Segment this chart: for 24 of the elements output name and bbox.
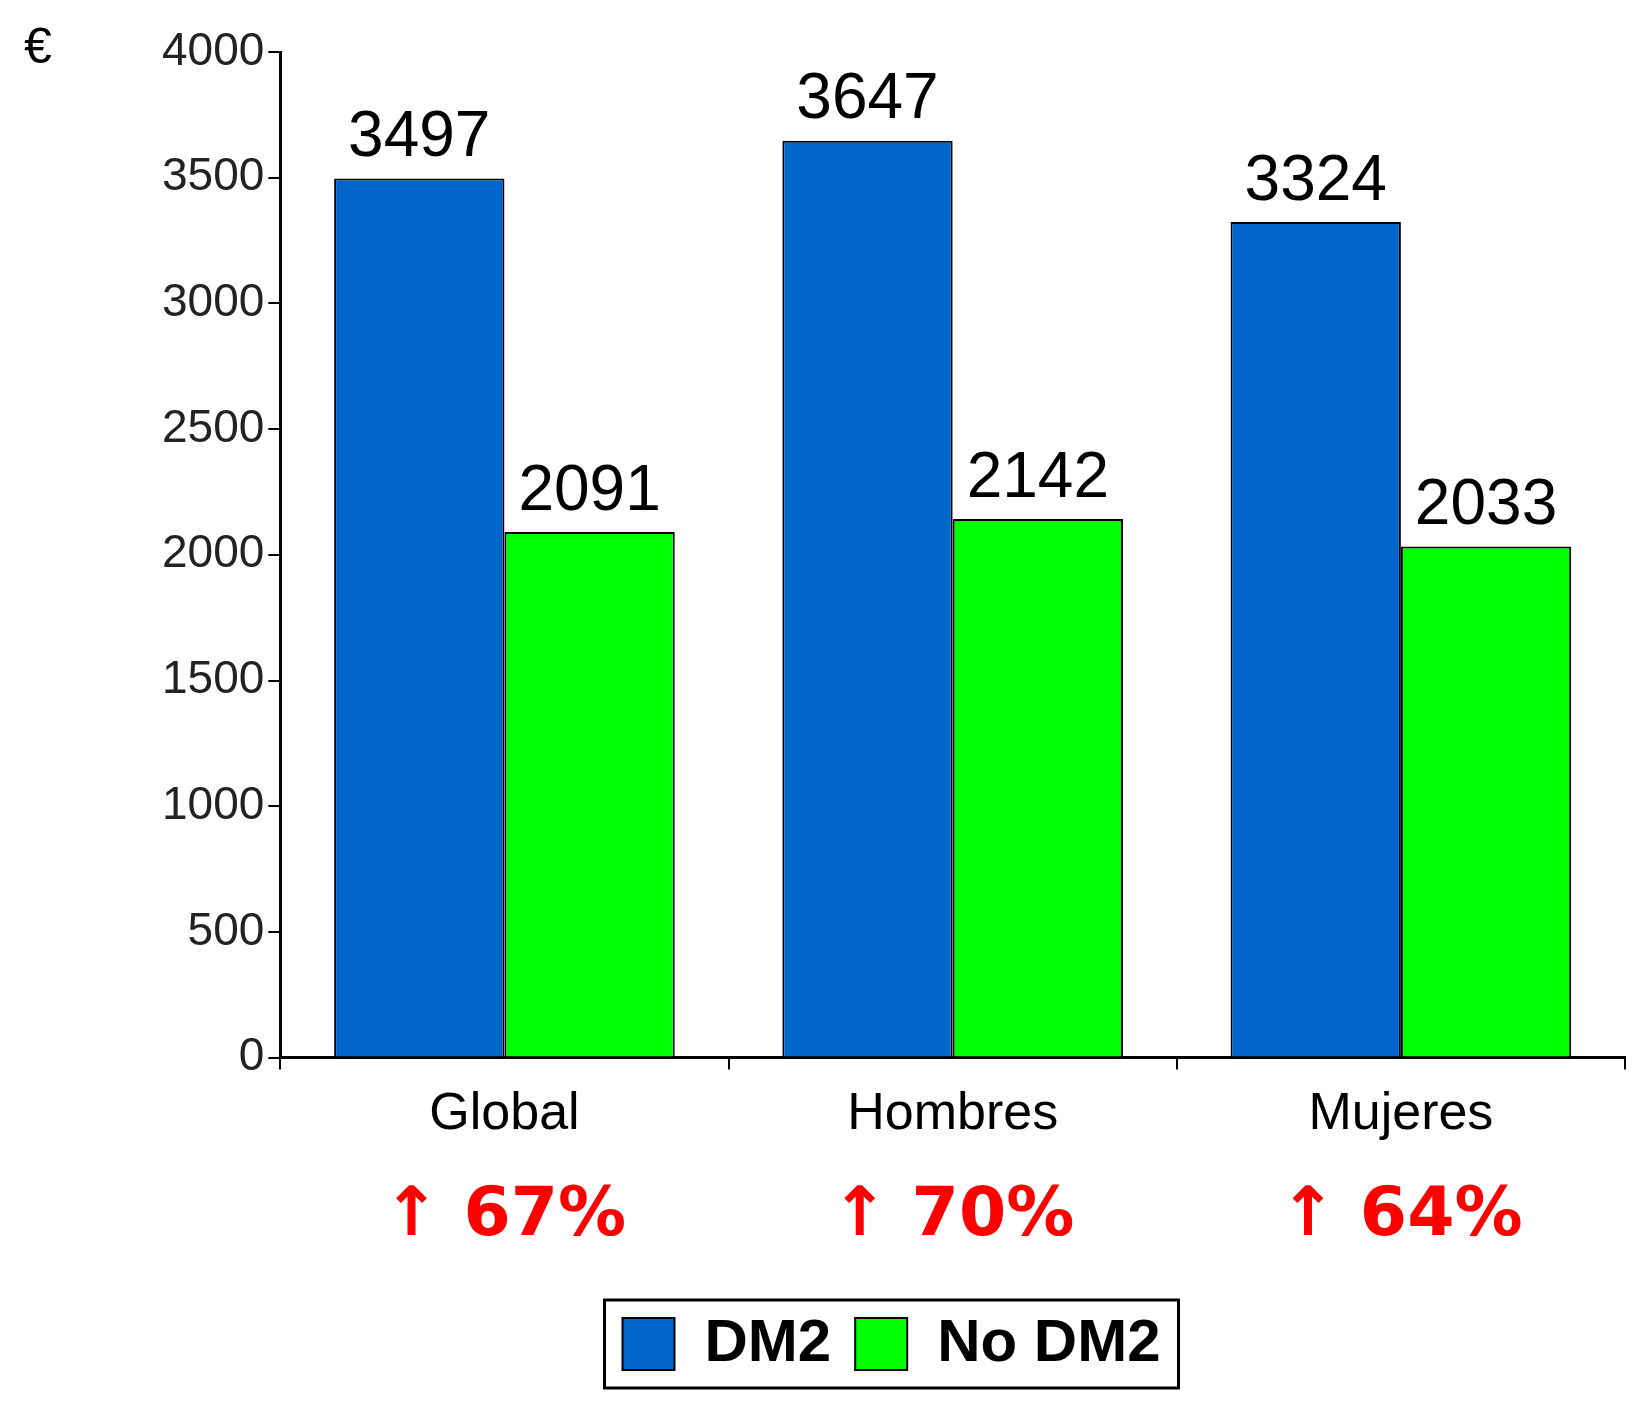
y-tick-label: 1000 — [161, 776, 265, 829]
data-label: 2142 — [966, 438, 1110, 511]
x-tick-label: Hombres — [847, 1082, 1059, 1141]
data-label: 3497 — [348, 98, 491, 171]
y-tick-label: 1500 — [161, 651, 265, 704]
data-label: 3324 — [1244, 141, 1387, 214]
text: ↑ 70% — [830, 1172, 1075, 1252]
data-label: 3647 — [796, 60, 939, 133]
y-tick-label: 3000 — [161, 274, 265, 327]
y-tick-label: 2500 — [161, 399, 265, 452]
legend-label: DM2 — [704, 1306, 832, 1374]
y-tick-label: 0 — [238, 1028, 265, 1081]
x-tick-label: Mujeres — [1308, 1082, 1494, 1141]
y-tick-label: 3500 — [161, 148, 265, 201]
legend-label: No DM2 — [937, 1306, 1161, 1374]
data-label: 2033 — [1414, 466, 1558, 539]
y-axis-title: € — [24, 17, 52, 74]
data-label: 2091 — [518, 451, 661, 524]
y-tick-label: 4000 — [161, 22, 265, 75]
y-tick-label: 2000 — [161, 525, 265, 578]
y-tick-label: 500 — [187, 902, 265, 955]
text: ↑ 64% — [1279, 1172, 1523, 1252]
text: ↑ 67% — [382, 1172, 627, 1252]
x-tick-label: Global — [429, 1082, 580, 1141]
